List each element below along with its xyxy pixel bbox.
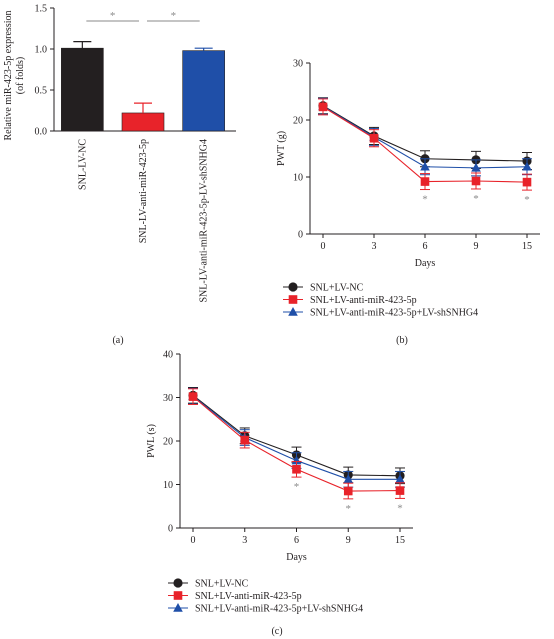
panel-a-category-label: SNL-LV-anti-miR-423-5p bbox=[138, 139, 149, 243]
panel-c-y-tick-label: 10 bbox=[163, 480, 173, 491]
panel-a-tag: (a) bbox=[112, 335, 123, 346]
panel-c-data-point bbox=[188, 392, 198, 401]
panel-a-bar bbox=[182, 50, 225, 132]
panel-c-x-tick-label: 9 bbox=[346, 535, 351, 546]
panel-b-x-tick-label: 0 bbox=[321, 241, 326, 252]
panel-a-bar bbox=[61, 47, 104, 132]
panel-a-category-label: SNL-LV-NC bbox=[77, 139, 88, 190]
panel-c-data-point bbox=[291, 455, 302, 465]
panel-c-significance-star: * bbox=[346, 503, 352, 515]
panel-b-legend-marker bbox=[288, 282, 298, 292]
panel-c-legend-marker bbox=[173, 603, 183, 612]
panel-b-x-tick-label: 6 bbox=[423, 241, 428, 252]
panel-b-data-point bbox=[420, 161, 430, 171]
panel-a-y-tick-label: 0.0 bbox=[35, 127, 48, 138]
panel-b-x-axis-label: Days bbox=[415, 258, 436, 269]
panel-c-series-1 bbox=[188, 388, 405, 500]
panel-b-tag: (b) bbox=[396, 335, 408, 346]
panel-b-x-tick-label: 15 bbox=[522, 241, 532, 252]
panel-b-data-point bbox=[522, 161, 532, 171]
panel-c-legend-label: SNL+LV-anti-miR-423-5p+LV-shSNHG4 bbox=[195, 604, 363, 615]
panel-a-significance-star: * bbox=[171, 10, 177, 22]
panel-a-y-tick-label: 1.5 bbox=[35, 4, 48, 15]
panel-b-significance-star: * bbox=[473, 193, 479, 205]
panel-b-y-tick-label: 10 bbox=[293, 173, 303, 184]
panel-a-bar-chart: 0.0 0.5 1.0 1.5 Relative miR-423-5p expressi… bbox=[3, 4, 236, 346]
panel-b-data-point bbox=[471, 176, 481, 186]
panel-b-y-tick-label: 0 bbox=[298, 230, 303, 241]
panel-c-x-axis-label: Days bbox=[286, 552, 307, 563]
panel-a-category-label: SNL-LV-anti-miR-423-5p-LV-shSNHG4 bbox=[199, 139, 210, 303]
panel-b-data-point bbox=[471, 162, 481, 172]
panel-c-y-tick-label: 0 bbox=[168, 524, 173, 535]
panel-c-x-tick-label: 6 bbox=[294, 535, 299, 546]
panel-c-y-tick-label: 40 bbox=[163, 350, 173, 361]
panel-b-series-1 bbox=[318, 98, 532, 191]
panel-c-legend-marker bbox=[173, 591, 183, 600]
panel-b-y-tick-label: 30 bbox=[293, 59, 303, 70]
panel-c-legend-label: SNL+LV-NC bbox=[195, 579, 249, 590]
panel-c-y-tick-label: 30 bbox=[163, 393, 173, 404]
panel-b-x-tick-label: 9 bbox=[474, 241, 479, 252]
panel-c-legend-label: SNL+LV-anti-miR-423-5p bbox=[195, 591, 302, 602]
panel-a-bar bbox=[121, 112, 165, 132]
panel-c-data-point bbox=[240, 435, 250, 445]
panel-c-significance-star: * bbox=[294, 481, 300, 493]
panel-c-data-point bbox=[343, 474, 354, 484]
panel-b-legend-label: SNL+LV-anti-miR-423-5p+LV-shSNHG4 bbox=[310, 308, 478, 319]
panel-b-legend-label: SNL+LV-anti-miR-423-5p bbox=[310, 295, 417, 306]
panel-b-y-axis-label: PWT (g) bbox=[276, 131, 287, 166]
panel-b-legend-label: SNL+LV-NC bbox=[310, 283, 364, 294]
panel-a-y-tick-label: 0.5 bbox=[35, 86, 48, 97]
panel-c-x-tick-label: 0 bbox=[191, 535, 196, 546]
panel-c-y-axis-label: PWL (s) bbox=[146, 424, 157, 458]
panel-c-data-point bbox=[395, 486, 405, 495]
panel-c-legend-marker bbox=[173, 578, 183, 588]
panel-b-series-2 bbox=[318, 97, 532, 177]
panel-a-y-axis-label: Relative miR-423-5p expression bbox=[3, 11, 14, 141]
panel-c-tag: (c) bbox=[271, 626, 282, 637]
panel-c-data-point bbox=[292, 464, 301, 474]
panel-c-significance-star: * bbox=[397, 502, 403, 514]
panel-c-x-tick-label: 15 bbox=[395, 535, 405, 546]
panel-a-significance-star: * bbox=[110, 10, 116, 22]
panel-b-data-point bbox=[318, 102, 328, 112]
panel-c-data-point bbox=[395, 474, 405, 484]
panel-c-y-tick-label: 20 bbox=[163, 437, 173, 448]
panel-b-y-tick-label: 20 bbox=[293, 116, 303, 127]
panel-b-legend-marker bbox=[288, 295, 298, 304]
panel-b-significance-star: * bbox=[422, 194, 428, 206]
panel-b-significance-star: * bbox=[524, 194, 530, 206]
panel-a-y-axis-label: (of folds) bbox=[15, 57, 26, 95]
panel-b-x-tick-label: 3 bbox=[372, 241, 377, 252]
panel-b-data-point bbox=[369, 133, 379, 143]
panel-b-legend-marker bbox=[288, 307, 298, 316]
panel-a-y-tick-label: 1.0 bbox=[35, 45, 48, 56]
panel-b-data-point bbox=[420, 177, 430, 186]
panel-c-x-tick-label: 3 bbox=[242, 535, 247, 546]
panel-c-data-point bbox=[343, 486, 353, 496]
panel-b-data-point bbox=[522, 177, 532, 187]
